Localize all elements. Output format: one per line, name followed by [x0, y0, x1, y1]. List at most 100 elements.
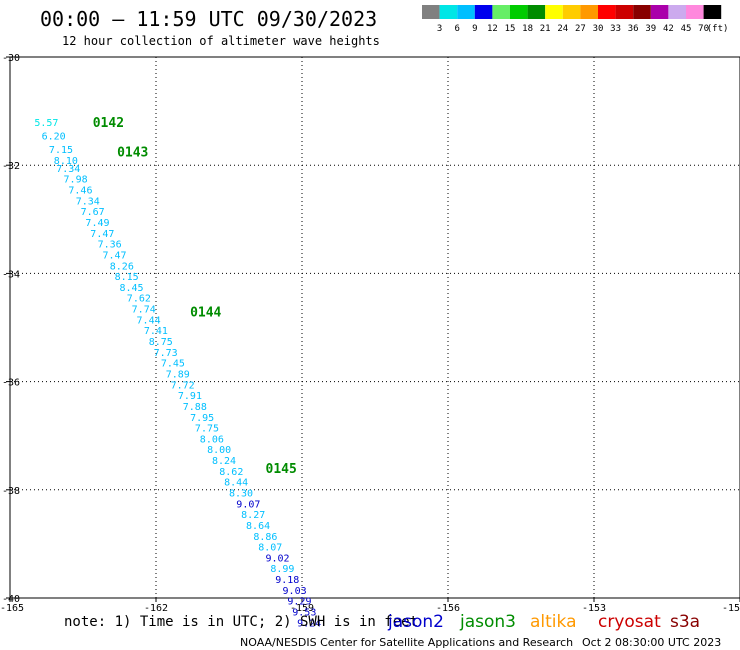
colorbar-swatch [527, 5, 546, 19]
colorbar-label: 12 [487, 24, 498, 34]
wave-height-label: 8.15 [115, 272, 139, 283]
colorbar-label: 42 [663, 24, 674, 34]
wave-height-label: 8.27 [241, 510, 265, 521]
wave-height-label: 7.49 [85, 218, 109, 229]
wave-height-label: 7.47 [102, 250, 126, 261]
y-axis-ticks: -30 -32 -34 -36 -38 -40 [2, 53, 20, 605]
y-tick-label: -36 [2, 378, 20, 389]
wave-height-label: 8.00 [207, 445, 231, 456]
satellite-legend: jason2 jason3 altika cryosat s3a [387, 612, 700, 632]
x-tick-label: -156 [436, 603, 460, 614]
colorbar-swatch [633, 5, 651, 19]
wave-height-label: 7.75 [195, 424, 219, 435]
footer-note: note: 1) Time is in UTC; 2) SWH is in fe… [64, 614, 418, 630]
time-label: 0143 [117, 146, 148, 161]
wave-height-label: 8.26 [110, 261, 134, 272]
colorbar-label: 6 [454, 24, 459, 34]
x-axis-ticks: -165 -162 -159 -156 -153 -15 [0, 598, 740, 614]
colorbar-label: 27 [575, 24, 586, 34]
colorbar-swatch [474, 5, 493, 19]
colorbar-label: 70 [698, 24, 709, 34]
grid-lines [10, 57, 740, 598]
y-tick-label: -40 [2, 594, 20, 605]
colorbar-swatch [422, 5, 440, 19]
wave-height-label: 8.10 [54, 156, 78, 167]
colorbar-swatch [615, 5, 634, 19]
colorbar-swatch [510, 5, 528, 19]
wave-height-label: 9.07 [236, 499, 260, 510]
colorbar-label: 39 [645, 24, 656, 34]
colorbar-swatch [492, 5, 510, 19]
satellite-label-cryosat: cryosat [598, 612, 661, 632]
wave-height-label: 9.02 [266, 553, 290, 564]
wave-height-points: 5.576.207.158.107.347.987.467.347.677.49… [34, 118, 321, 629]
colorbar-label: 15 [505, 24, 516, 34]
satellite-label-jason3: jason3 [459, 612, 516, 632]
satellite-label-jason2: jason2 [387, 612, 444, 632]
footer-credit: NOAA/NESDIS Center for Satellite Applica… [240, 636, 573, 649]
wave-height-label: 7.95 [190, 413, 214, 424]
colorbar-label: 9 [472, 24, 477, 34]
y-tick-label: -32 [2, 161, 20, 172]
colorbar-label: 33 [610, 24, 621, 34]
wave-height-label: 7.72 [171, 380, 195, 391]
wave-height-label: 8.45 [120, 283, 144, 294]
wave-height-label: 9.03 [283, 586, 307, 597]
wave-height-label: 7.91 [178, 391, 202, 402]
chart-subtitle: 12 hour collection of altimeter wave hei… [62, 34, 380, 48]
wave-height-label: 7.89 [166, 369, 190, 380]
plot-frame [9, 56, 740, 599]
wave-height-label: 7.44 [137, 315, 161, 326]
wave-height-label: 7.47 [90, 229, 114, 240]
y-tick-label: -30 [2, 53, 20, 64]
colorbar-swatch [598, 5, 616, 19]
wave-height-label: 8.30 [229, 489, 253, 500]
wave-height-colorbar: 3 6 9 12 15 18 21 24 27 30 33 36 39 42 45 70(ft) [422, 5, 728, 34]
wave-height-label: 7.41 [144, 326, 168, 337]
colorbar-label: 18 [522, 24, 533, 34]
wave-height-label: 8.44 [224, 478, 248, 489]
colorbar-swatch [580, 5, 598, 19]
wave-height-label: 8.86 [253, 532, 277, 543]
colorbar-label: 3 [437, 24, 442, 34]
colorbar-swatch [668, 5, 686, 19]
satellite-label-s3a: s3a [670, 612, 700, 632]
wave-height-label: 7.98 [64, 175, 88, 186]
wave-height-label: 8.64 [246, 521, 270, 532]
colorbar-label: 24 [557, 24, 568, 34]
colorbar-swatch [545, 5, 563, 19]
wave-height-label: 7.88 [183, 402, 207, 413]
x-tick-label: -159 [290, 603, 314, 614]
colorbar-label: 21 [540, 24, 551, 34]
wave-height-label: 7.46 [68, 186, 92, 197]
colorbar-swatch [457, 5, 475, 19]
colorbar-label: 30 [593, 24, 604, 34]
wave-height-label: 8.06 [200, 434, 224, 445]
time-label: 0142 [93, 116, 124, 131]
satellite-label-altika: altika [530, 612, 577, 632]
wave-height-label: 5.57 [34, 118, 58, 129]
wave-height-label: 9.18 [275, 575, 299, 586]
wave-height-label: 6.20 [42, 131, 66, 142]
wave-height-label: 7.15 [49, 145, 73, 156]
wave-height-label: 9.53 [292, 608, 316, 619]
x-tick-label: -153 [582, 603, 606, 614]
time-label: 0145 [266, 462, 297, 477]
wave-height-label: 7.74 [132, 305, 156, 316]
wave-height-label: 8.62 [219, 467, 243, 478]
wave-height-label: 7.67 [81, 207, 105, 218]
wave-height-label: 7.34 [76, 196, 100, 207]
wave-height-label: 8.99 [270, 564, 294, 575]
colorbar-swatch [686, 5, 704, 19]
wave-height-label: 7.36 [98, 240, 122, 251]
wave-height-label: 8.07 [258, 543, 282, 554]
plot-area: -30-32-34-36-38-40 -165 -162 -159 -156 -153-… [0, 53, 740, 629]
colorbar-unit: (ft) [707, 24, 729, 34]
time-label: 0144 [190, 305, 221, 320]
wave-height-label: 7.62 [127, 294, 151, 305]
footer-timestamp: Oct 2 08:30:00 UTC 2023 [582, 636, 721, 649]
x-tick-label: -165 [0, 603, 24, 614]
colorbar-swatch [562, 5, 581, 19]
time-labels: 0142 0143 0144 0145 [93, 116, 297, 477]
